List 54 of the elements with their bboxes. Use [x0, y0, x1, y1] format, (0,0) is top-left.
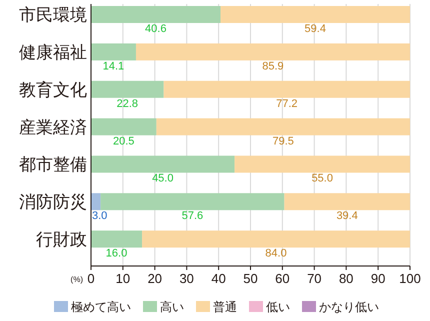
x-tick-label: 80 — [338, 271, 354, 286]
legend-label: 普通 — [213, 300, 237, 314]
data-label: 22.8 — [116, 98, 138, 110]
data-label: 45.0 — [152, 172, 174, 185]
bar — [156, 118, 410, 136]
x-tick-label: 50 — [243, 271, 258, 286]
x-tick-label: 40 — [211, 271, 226, 286]
data-label: 84.0 — [265, 248, 287, 260]
bar — [91, 80, 164, 98]
data-label: 59.4 — [304, 23, 326, 35]
bar — [284, 193, 410, 210]
data-label: 55.0 — [312, 172, 333, 185]
bar — [234, 156, 410, 173]
bar — [142, 230, 410, 248]
y-tick-label: 教育文化 — [19, 80, 87, 100]
data-label: 14.1 — [102, 60, 124, 72]
data-label: 16.0 — [106, 248, 128, 260]
x-tick-label: 90 — [370, 271, 386, 286]
x-tick-label: 0 — [87, 271, 95, 286]
data-label: 3.0 — [92, 210, 108, 222]
x-tick-label: 10 — [116, 271, 130, 286]
bar — [91, 43, 136, 60]
x-tick-label: 30 — [179, 271, 194, 286]
bar — [91, 6, 221, 23]
bar — [100, 193, 284, 210]
bar — [91, 193, 101, 210]
x-tick-label: 60 — [275, 271, 290, 286]
y-tick-label: 産業経済 — [19, 118, 87, 137]
data-label: 40.6 — [145, 23, 166, 35]
data-label: 79.5 — [272, 135, 294, 148]
legend-label: 低い — [266, 300, 290, 314]
data-label: 57.6 — [182, 210, 204, 222]
bar — [91, 156, 235, 173]
data-label: 77.2 — [276, 98, 298, 110]
x-tick-label: 20 — [148, 271, 162, 286]
y-tick-label: 市民環境 — [19, 6, 87, 24]
y-tick-label: 都市整備 — [19, 155, 87, 174]
legend-label: かなり低い — [319, 300, 379, 314]
legend-label: 極めて高い — [71, 300, 131, 314]
y-tick-label: 健康福祉 — [19, 42, 87, 62]
x-tick-label: 100 — [399, 271, 421, 286]
bar — [91, 230, 142, 248]
y-tick-label: 消防防災 — [19, 192, 87, 212]
data-label: 20.5 — [112, 135, 134, 148]
bar — [136, 43, 410, 60]
x-axis-title: (%) — [70, 275, 84, 284]
data-label: 85.9 — [262, 60, 284, 72]
bar — [164, 80, 410, 98]
legend-label: 高い — [160, 300, 184, 314]
x-tick-label: 70 — [307, 271, 322, 286]
data-label: 39.4 — [336, 210, 358, 222]
y-tick-label: 行財政 — [36, 230, 87, 250]
bar — [220, 6, 410, 23]
bar — [91, 118, 156, 136]
